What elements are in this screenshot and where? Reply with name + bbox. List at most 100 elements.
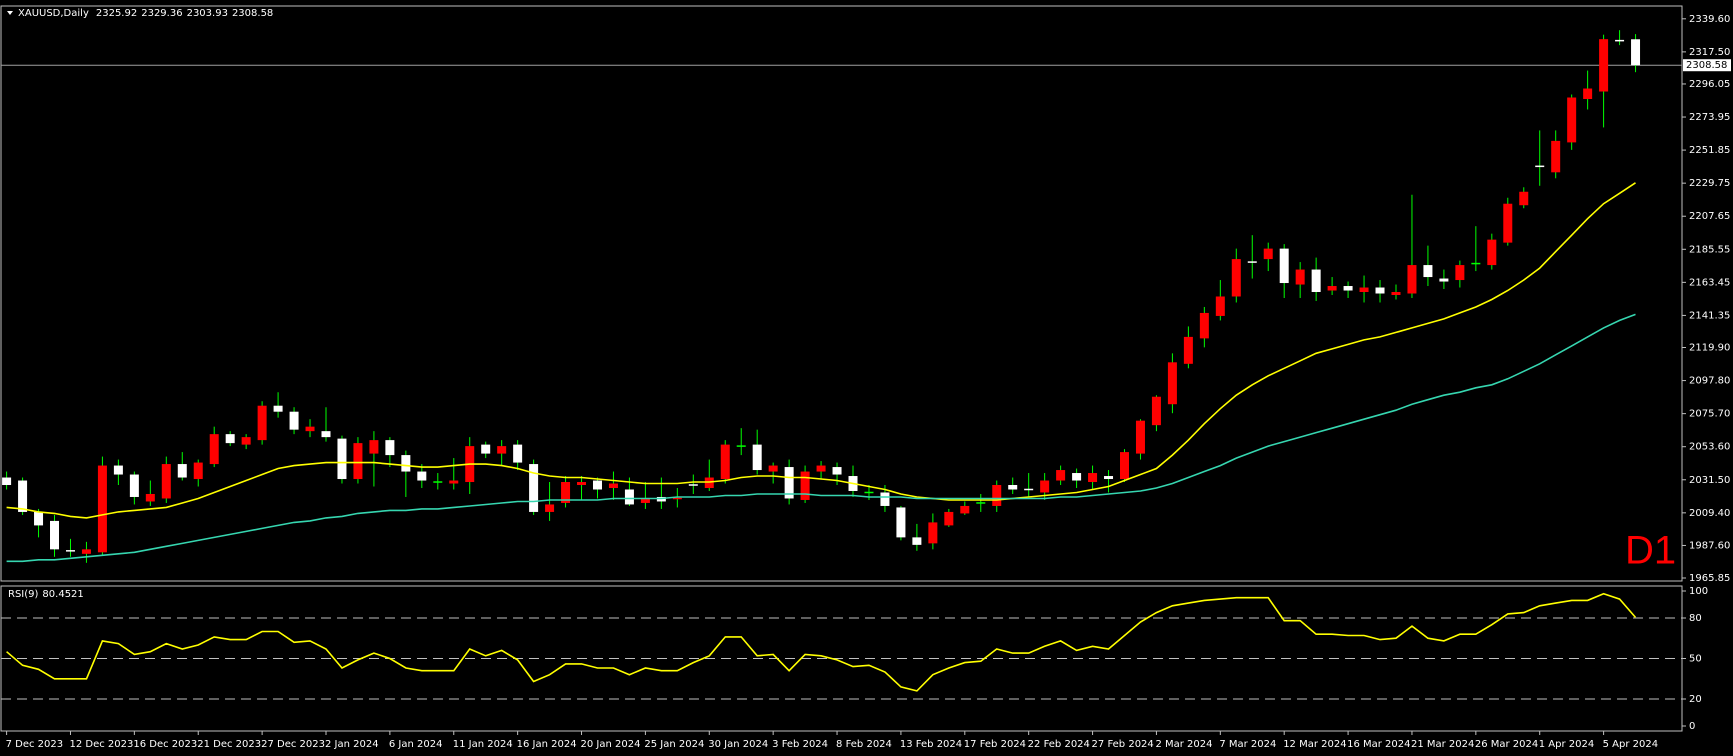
candle-body bbox=[592, 480, 602, 490]
header-low: 2303.93 bbox=[187, 8, 228, 19]
candle-body bbox=[193, 462, 203, 480]
candle-body bbox=[1104, 476, 1114, 480]
x-tick-label: 20 Jan 2024 bbox=[581, 739, 641, 750]
y-tick-label: 2273.95 bbox=[1689, 112, 1730, 123]
candle-body bbox=[1056, 470, 1066, 481]
candle-body bbox=[2, 477, 12, 486]
candle-body bbox=[561, 482, 571, 503]
candle-body bbox=[34, 511, 44, 526]
candle-body bbox=[577, 482, 587, 486]
candle-body bbox=[113, 465, 123, 475]
candle-body bbox=[1439, 278, 1449, 282]
y-tick-label: 2229.75 bbox=[1689, 178, 1730, 189]
chart-header: XAUUSD,Daily 2325.92 2329.36 2303.93 2308.58 bbox=[18, 8, 273, 19]
rsi-title: RSI(9) bbox=[8, 589, 39, 600]
candle-body bbox=[1215, 296, 1225, 316]
candle-body bbox=[529, 464, 539, 512]
candle-body bbox=[1151, 396, 1161, 426]
x-tick-label: 6 Jan 2024 bbox=[389, 739, 443, 750]
candle-body bbox=[928, 522, 938, 544]
rsi-header: RSI(9) 80.4521 bbox=[8, 589, 84, 600]
x-tick-label: 30 Jan 2024 bbox=[708, 739, 768, 750]
candle-body bbox=[688, 484, 698, 486]
x-tick-label: 17 Feb 2024 bbox=[964, 739, 1026, 750]
candle-body bbox=[1583, 88, 1593, 100]
candle-body bbox=[497, 446, 507, 454]
moving-average-line bbox=[6, 313, 1636, 563]
x-tick-label: 2 Mar 2024 bbox=[1155, 739, 1212, 750]
candle-body bbox=[1487, 239, 1497, 266]
y-tick-label: 50 bbox=[1689, 654, 1702, 665]
x-tick-label: 7 Dec 2023 bbox=[6, 739, 64, 750]
y-tick-label: 1987.60 bbox=[1689, 540, 1730, 551]
y-tick-label: 2009.40 bbox=[1689, 508, 1730, 519]
candle-body bbox=[672, 497, 682, 500]
y-tick-label: 80 bbox=[1689, 613, 1702, 624]
y-tick-label: 2339.60 bbox=[1689, 14, 1730, 25]
candle-body bbox=[768, 465, 778, 472]
y-tick-label: 1965.85 bbox=[1689, 573, 1730, 584]
y-tick-label: 2296.05 bbox=[1689, 79, 1730, 90]
y-tick-label: 2053.60 bbox=[1689, 442, 1730, 453]
candle-body bbox=[1311, 269, 1321, 293]
y-tick-label: 0 bbox=[1689, 721, 1695, 732]
y-tick-label: 2097.80 bbox=[1689, 376, 1730, 387]
candle-body bbox=[832, 467, 842, 475]
candle-body bbox=[1359, 287, 1369, 293]
candle-body bbox=[816, 465, 826, 472]
candle-body bbox=[1183, 336, 1193, 364]
candle-body bbox=[608, 483, 618, 488]
y-tick-label: 2317.50 bbox=[1689, 47, 1730, 58]
candle-body bbox=[1247, 261, 1257, 263]
x-tick-label: 27 Feb 2024 bbox=[1092, 739, 1154, 750]
candle-body bbox=[1535, 165, 1545, 168]
candle-body bbox=[273, 405, 283, 412]
candle-body bbox=[1135, 420, 1145, 454]
candle-body bbox=[1040, 480, 1050, 493]
candle-body bbox=[385, 440, 395, 456]
symbol-title: XAUUSD,Daily bbox=[18, 8, 89, 19]
candle-body bbox=[864, 491, 874, 494]
candle-body bbox=[1567, 97, 1577, 143]
x-tick-label: 21 Dec 2023 bbox=[197, 739, 261, 750]
x-tick-label: 25 Jan 2024 bbox=[644, 739, 704, 750]
y-tick-label: 2141.35 bbox=[1689, 310, 1730, 321]
y-tick-label: 20 bbox=[1689, 694, 1702, 705]
candle-body bbox=[800, 471, 810, 500]
y-tick-label: 2075.70 bbox=[1689, 409, 1730, 420]
candle-body bbox=[1631, 39, 1641, 66]
header-close: 2308.58 bbox=[232, 8, 273, 19]
candle-body bbox=[305, 426, 315, 432]
y-tick-label: 2207.65 bbox=[1689, 211, 1730, 222]
candle-body bbox=[1279, 248, 1289, 284]
x-tick-label: 12 Mar 2024 bbox=[1283, 739, 1346, 750]
x-tick-label: 7 Mar 2024 bbox=[1219, 739, 1276, 750]
candle-body bbox=[145, 493, 155, 502]
candle-body bbox=[624, 489, 634, 505]
candle-body bbox=[1407, 265, 1417, 294]
candle-body bbox=[1455, 265, 1465, 281]
candle-body bbox=[640, 498, 650, 503]
x-tick-label: 11 Jan 2024 bbox=[453, 739, 513, 750]
price-label: 2308.58 bbox=[1686, 60, 1727, 71]
candle-body bbox=[1199, 312, 1209, 339]
candle-body bbox=[976, 502, 986, 504]
candle-body bbox=[1295, 269, 1305, 285]
candle-body bbox=[289, 411, 299, 430]
candle-body bbox=[752, 444, 762, 471]
header-high: 2329.36 bbox=[141, 8, 182, 19]
y-tick-label: 2163.45 bbox=[1689, 277, 1730, 288]
candle-body bbox=[1088, 473, 1098, 483]
x-tick-label: 3 Feb 2024 bbox=[772, 739, 828, 750]
moving-average-line bbox=[6, 182, 1636, 519]
candle-body bbox=[337, 438, 347, 480]
y-tick-label: 2031.50 bbox=[1689, 475, 1730, 486]
y-tick-label: 2185.55 bbox=[1689, 244, 1730, 255]
candle-body bbox=[1599, 39, 1609, 92]
candle-body bbox=[65, 550, 75, 552]
candle-body bbox=[1551, 140, 1561, 173]
candle-body bbox=[225, 434, 235, 444]
x-tick-label: 12 Dec 2023 bbox=[69, 739, 133, 750]
